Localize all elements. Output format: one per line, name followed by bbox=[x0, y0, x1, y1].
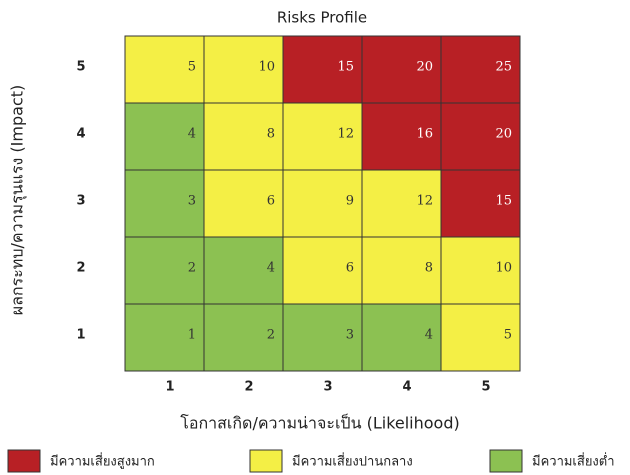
cell-label: 4 bbox=[425, 328, 433, 343]
legend-swatch bbox=[249, 449, 283, 473]
y-axis-label: ผลกระทบ/ความรุนแรง (Impact) bbox=[8, 85, 28, 316]
y-tick-label: 1 bbox=[76, 328, 85, 343]
cell-label: 20 bbox=[416, 60, 433, 75]
cell-label: 12 bbox=[337, 127, 354, 142]
cell-label: 16 bbox=[416, 127, 433, 142]
risk-cell bbox=[282, 102, 363, 171]
risk-cell bbox=[124, 303, 205, 372]
risk-cell bbox=[124, 35, 205, 104]
cell-label: 25 bbox=[495, 60, 512, 75]
risk-cell bbox=[124, 102, 205, 171]
x-tick-label: 1 bbox=[165, 380, 174, 395]
risk-cell bbox=[440, 169, 521, 238]
risk-cell bbox=[361, 35, 442, 104]
cell-label: 10 bbox=[495, 261, 512, 276]
risk-cell bbox=[124, 236, 205, 305]
risk-cell bbox=[203, 169, 284, 238]
risk-cell bbox=[203, 303, 284, 372]
cell-label: 8 bbox=[267, 127, 275, 142]
y-tick-label: 5 bbox=[76, 60, 85, 75]
risk-cell bbox=[282, 35, 363, 104]
legend-label: มีความเสี่ยงสูงมาก bbox=[50, 453, 155, 470]
legend-label: มีความเสี่ยงต่ำ bbox=[532, 453, 615, 470]
x-axis-label: โอกาสเกิด/ความน่าจะเป็น (Likelihood) bbox=[180, 413, 459, 433]
cell-label: 8 bbox=[425, 261, 433, 276]
cell-label: 4 bbox=[188, 127, 196, 142]
y-tick-label: 2 bbox=[76, 261, 85, 276]
risk-cell bbox=[361, 236, 442, 305]
risk-cell bbox=[440, 303, 521, 372]
x-tick-label: 2 bbox=[244, 380, 253, 395]
cell-label: 20 bbox=[495, 127, 512, 142]
risk-cell bbox=[282, 236, 363, 305]
cell-label: 3 bbox=[188, 194, 196, 209]
cell-label: 1 bbox=[188, 328, 196, 343]
risk-cell bbox=[282, 303, 363, 372]
cell-label: 5 bbox=[188, 60, 196, 75]
legend-label: มีความเสี่ยงปานกลาง bbox=[292, 453, 413, 470]
chart-title: Risks Profile bbox=[277, 9, 367, 27]
x-tick-label: 3 bbox=[323, 380, 332, 395]
cell-label: 6 bbox=[346, 261, 354, 276]
cell-label: 5 bbox=[504, 328, 512, 343]
cell-label: 2 bbox=[188, 261, 196, 276]
cell-label: 6 bbox=[267, 194, 275, 209]
risk-cell bbox=[440, 35, 521, 104]
legend-swatch bbox=[489, 449, 523, 473]
risk-cell bbox=[203, 35, 284, 104]
cell-label: 4 bbox=[267, 261, 275, 276]
risk-cell bbox=[203, 236, 284, 305]
y-tick-label: 3 bbox=[76, 194, 85, 209]
cell-label: 10 bbox=[258, 60, 275, 75]
cell-label: 15 bbox=[337, 60, 354, 75]
risk-cell bbox=[440, 236, 521, 305]
legend-swatch bbox=[7, 449, 41, 473]
risk-cell bbox=[282, 169, 363, 238]
x-tick-label: 5 bbox=[481, 380, 490, 395]
x-tick-label: 4 bbox=[402, 380, 411, 395]
cell-label: 12 bbox=[416, 194, 433, 209]
cell-label: 9 bbox=[346, 194, 354, 209]
cell-label: 2 bbox=[267, 328, 275, 343]
risk-cell bbox=[361, 169, 442, 238]
cell-label: 15 bbox=[495, 194, 512, 209]
cell-label: 3 bbox=[346, 328, 354, 343]
risk-cell bbox=[440, 102, 521, 171]
y-tick-label: 4 bbox=[76, 127, 85, 142]
